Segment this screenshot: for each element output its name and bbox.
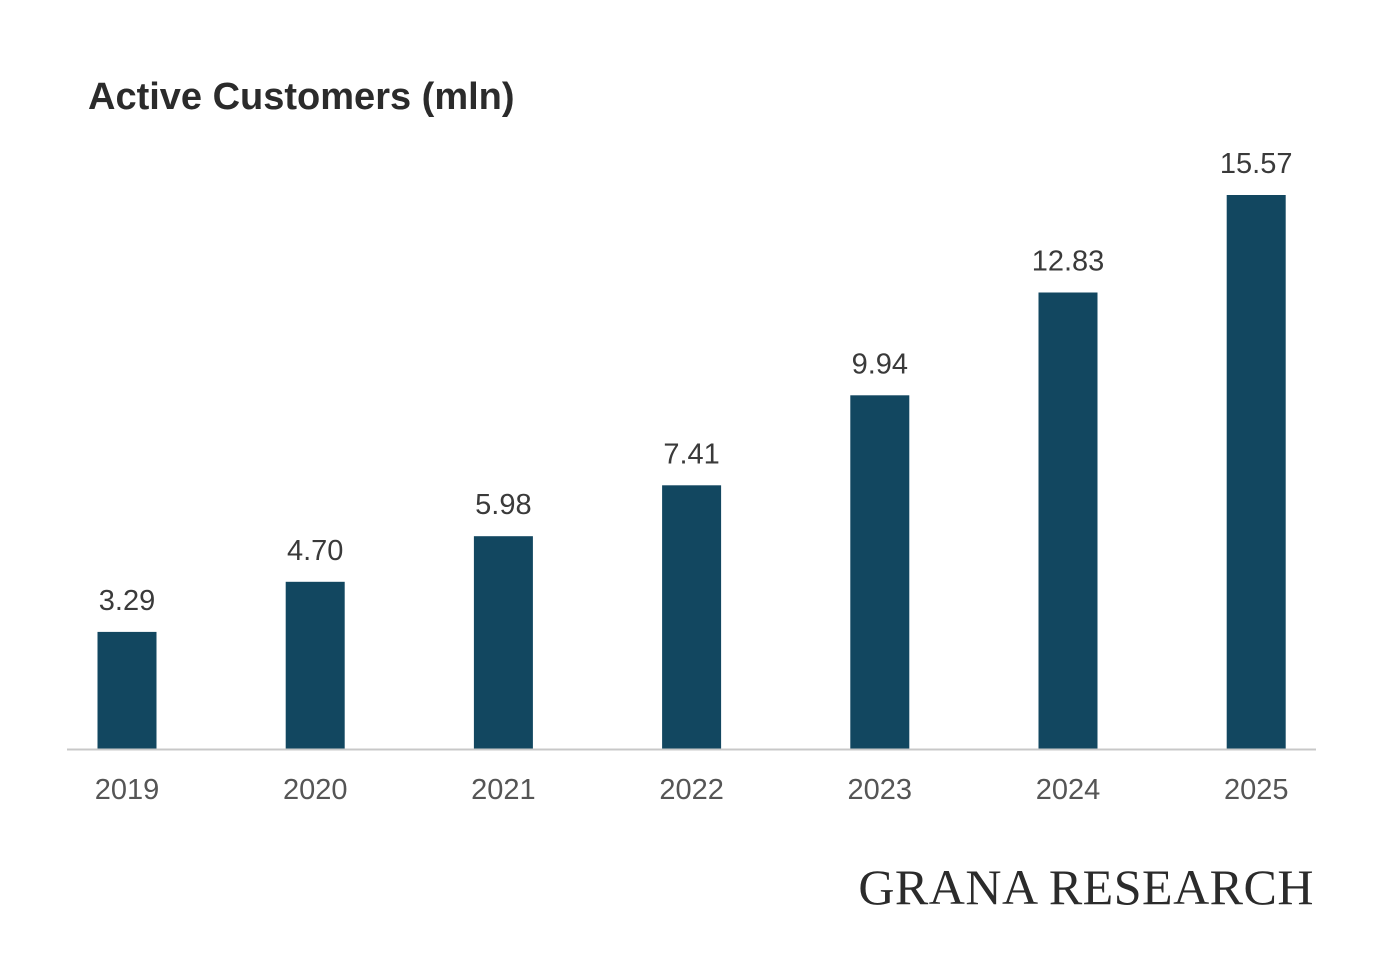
value-label-2025: 15.57 (1220, 148, 1293, 180)
value-label-2020: 4.70 (287, 535, 343, 567)
bar-2025 (1226, 195, 1286, 749)
x-tick-label-2025: 2025 (1224, 774, 1289, 806)
value-label-2021: 5.98 (475, 489, 531, 521)
bar-2024 (1038, 292, 1098, 749)
bars-layer (97, 195, 1286, 749)
bar-2022 (662, 485, 722, 749)
bar-2019 (97, 631, 157, 749)
x-tick-label-2021: 2021 (471, 774, 536, 806)
value-label-2019: 3.29 (99, 585, 155, 617)
x-tick-label-2019: 2019 (95, 774, 160, 806)
value-label-2022: 7.41 (663, 438, 719, 470)
value-labels-layer: 3.29 4.70 5.98 7.41 9.94 12.83 15.57 (99, 148, 1293, 617)
value-label-2024: 12.83 (1032, 246, 1105, 278)
chart-title: Active Customers (mln) (88, 76, 515, 118)
bar-2020 (285, 581, 345, 749)
x-tick-label-2024: 2024 (1036, 774, 1101, 806)
value-label-2023: 9.94 (852, 348, 908, 380)
x-tick-label-2022: 2022 (659, 774, 724, 806)
x-tick-label-2020: 2020 (283, 774, 348, 806)
bar-2023 (850, 395, 910, 749)
bar-2021 (473, 536, 533, 749)
x-tick-labels-layer: 2019 2020 2021 2022 2023 2024 2025 (95, 774, 1289, 806)
x-tick-label-2023: 2023 (848, 774, 913, 806)
brand-logo: GRANA RESEARCH (858, 859, 1314, 915)
